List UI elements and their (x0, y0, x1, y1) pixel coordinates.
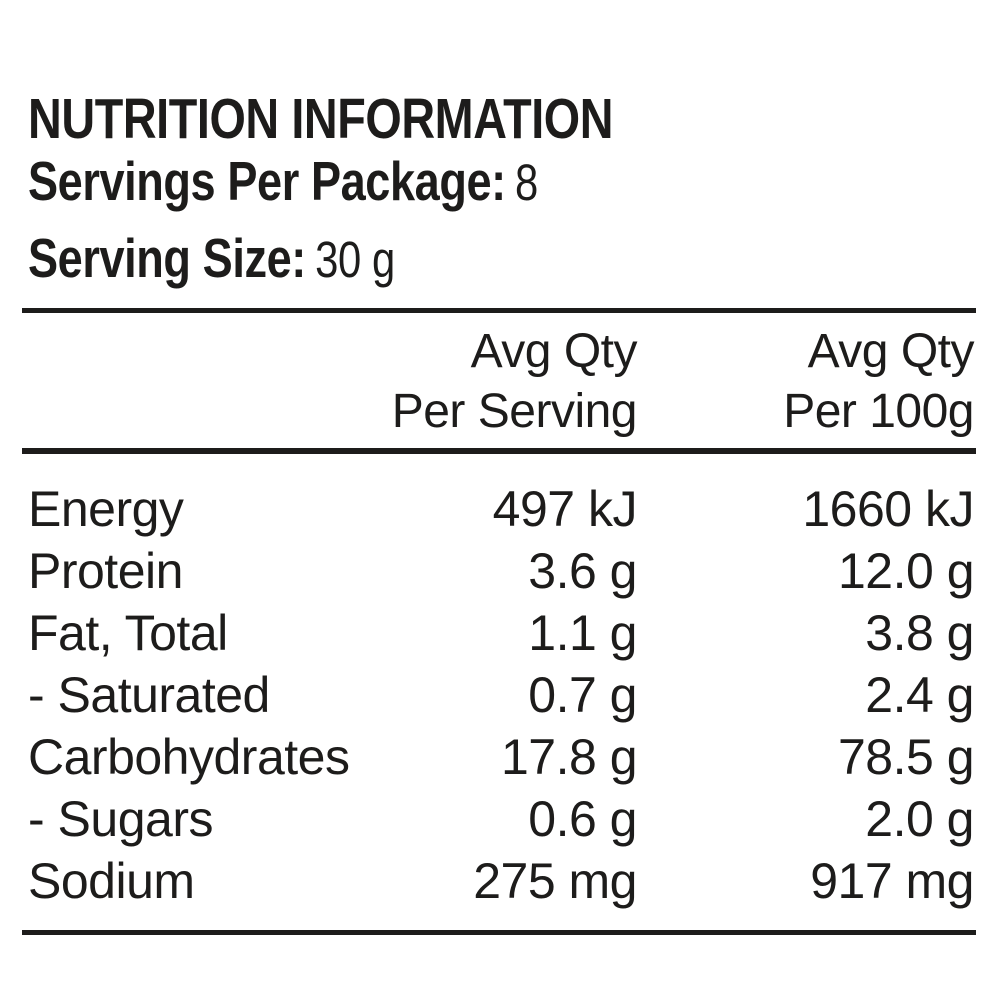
page-title: NUTRITION INFORMATION (28, 87, 614, 151)
table-row-sodium: Sodium 275 mg 917 mg (28, 850, 975, 912)
nutrient-name: Sodium (28, 853, 195, 909)
column-header-nutrient (28, 322, 300, 442)
nutrient-name: - Sugars (28, 791, 213, 847)
per-100g-header-line1: Avg Qty (807, 325, 975, 378)
divider-header (22, 448, 976, 454)
per-100g-value: 2.0 g (865, 791, 974, 847)
table-row-fat-total: Fat, Total 1.1 g 3.8 g (28, 602, 975, 664)
per-serving-header-line2: Per Serving (391, 385, 638, 438)
divider-bottom (22, 930, 976, 935)
table-row-carbohydrates: Carbohydrates 17.8 g 78.5 g (28, 726, 975, 788)
column-header-per-serving: Avg Qty Per Serving (300, 322, 638, 442)
per-serving-value: 0.6 g (528, 791, 637, 847)
servings-per-package-label: Servings Per Package: (28, 150, 506, 212)
table-column-headers: Avg Qty Per Serving Avg Qty Per 100g (28, 313, 975, 442)
serving-size-label: Serving Size: (28, 227, 306, 289)
servings-per-package-value: 8 (514, 154, 538, 211)
nutrient-name: Fat, Total (28, 605, 228, 661)
per-100g-value: 3.8 g (865, 605, 974, 661)
nutrient-name: Protein (28, 543, 183, 599)
per-serving-value: 0.7 g (528, 667, 637, 723)
per-serving-value: 17.8 g (500, 729, 638, 785)
divider-top (22, 308, 976, 313)
per-serving-value: 275 mg (473, 853, 637, 909)
nutrient-name: Carbohydrates (28, 729, 350, 785)
per-100g-value: 917 mg (810, 853, 974, 909)
per-100g-header-line2: Per 100g (783, 385, 974, 438)
servings-per-package-line: Servings Per Package: 8 (28, 150, 974, 227)
nutrition-label-sheet: NUTRITION INFORMATION Servings Per Packa… (22, 0, 976, 935)
per-serving-header-line1: Avg Qty (470, 325, 638, 378)
per-100g-value: 78.5 g (837, 729, 975, 785)
nutrient-name: Energy (28, 481, 184, 537)
per-serving-value: 3.6 g (528, 543, 637, 599)
table-row-sugars: - Sugars 0.6 g 2.0 g (28, 788, 975, 850)
per-100g-value: 12.0 g (837, 543, 975, 599)
nutrient-name: - Saturated (28, 667, 270, 723)
per-100g-value: 1660 kJ (802, 481, 974, 537)
serving-size-value: 30 g (315, 231, 395, 288)
label-heading-block: NUTRITION INFORMATION Servings Per Packa… (28, 0, 974, 304)
nutrient-table-body: Energy 497 kJ 1660 kJ Protein 3.6 g 12.0… (28, 454, 975, 912)
serving-size-line: Serving Size: 30 g (28, 227, 974, 304)
column-header-per-100g: Avg Qty Per 100g (637, 322, 974, 442)
table-row-energy: Energy 497 kJ 1660 kJ (28, 478, 975, 540)
table-row-protein: Protein 3.6 g 12.0 g (28, 540, 975, 602)
table-row-saturated: - Saturated 0.7 g 2.4 g (28, 664, 975, 726)
per-serving-value: 1.1 g (528, 605, 637, 661)
per-serving-value: 497 kJ (492, 481, 638, 537)
per-100g-value: 2.4 g (865, 667, 974, 723)
